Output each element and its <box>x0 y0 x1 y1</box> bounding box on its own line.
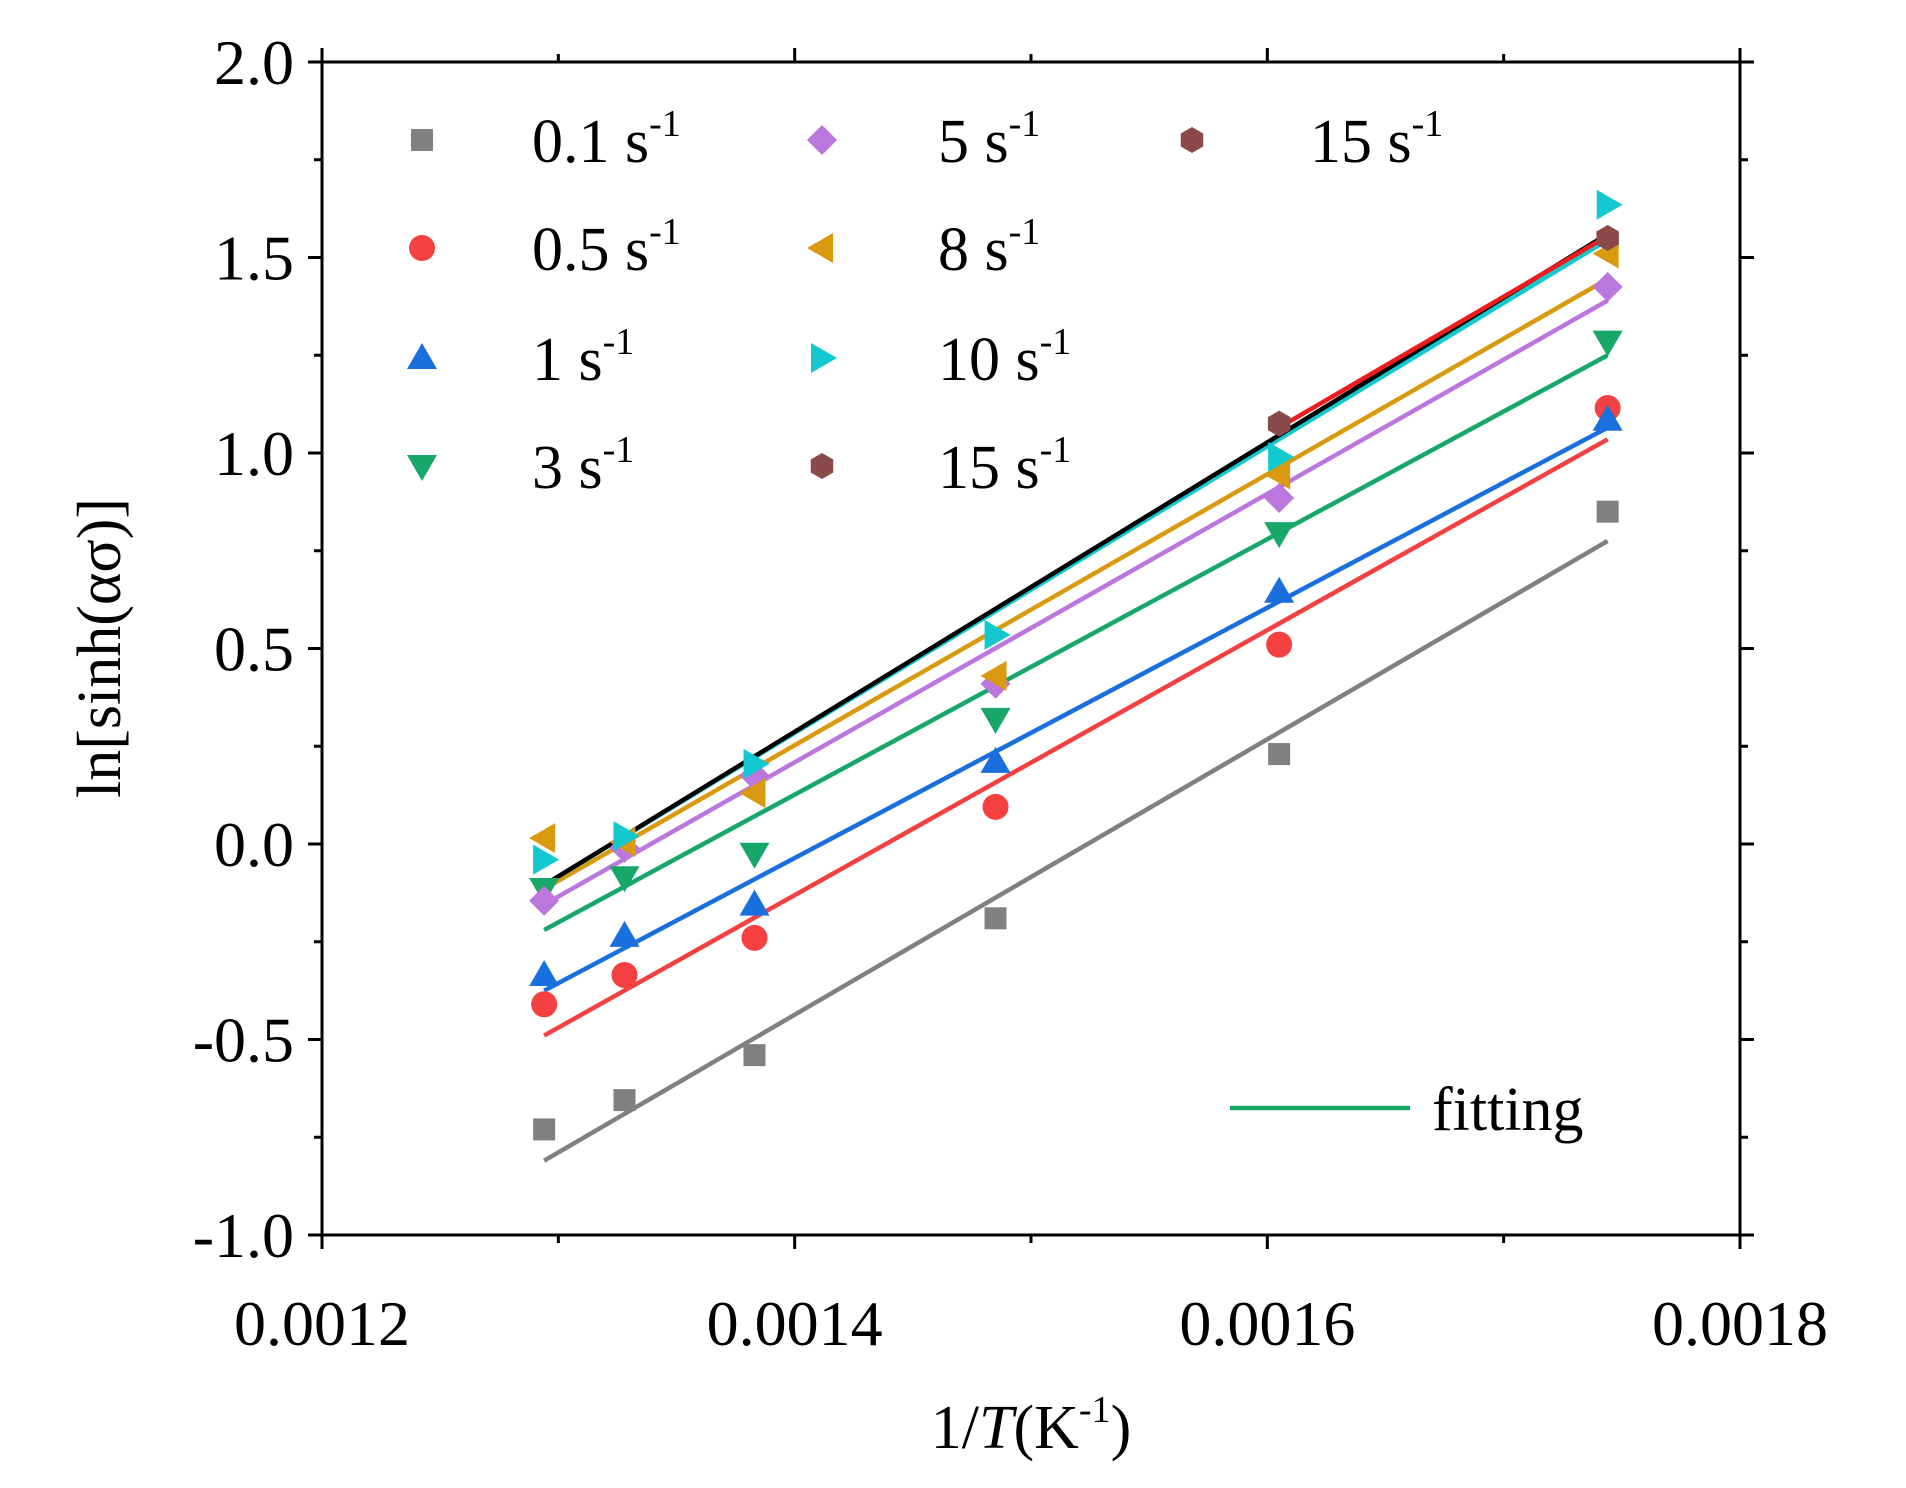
fit-line-1-s <box>543 425 1609 993</box>
data-point-0-5-s <box>1266 631 1293 658</box>
data-point-0-1-s <box>1268 743 1291 766</box>
data-point-8-s <box>529 823 556 854</box>
fit-line-extra-0 <box>542 232 1609 887</box>
data-point-1-s <box>529 959 560 986</box>
data-point-10-s <box>984 619 1011 650</box>
legend-marker-8-s <box>807 233 833 263</box>
fit-lines-layer <box>542 232 1609 1163</box>
legend-label-10-s: 10 s-1 <box>938 321 1071 394</box>
legend-label-superscript: -1 <box>649 211 681 253</box>
legend-marker-1-s <box>407 343 437 369</box>
legend-label-0-5-s: 0.5 s-1 <box>532 211 681 284</box>
data-markers-layer <box>529 189 1623 1141</box>
legend-label-superscript: -1 <box>1040 429 1072 471</box>
data-point-1-s <box>609 920 640 947</box>
legend-marker-5-s <box>807 125 837 155</box>
legend-label-superscript: -1 <box>1009 211 1041 253</box>
y-tick-label: -1.0 <box>193 1200 294 1271</box>
axis-ticks-layer: 0.0012 0.0014 0.0016 0.0018 -1.0 -0.5 0.0 0.5 1.… <box>193 27 1828 1359</box>
data-point-3-s <box>739 842 770 869</box>
legend-marker-0-1-s <box>411 129 433 151</box>
data-point-8-s <box>980 660 1007 691</box>
data-point-8-s <box>1264 459 1291 490</box>
x-tick-label: 0.0016 <box>1179 1288 1355 1359</box>
legend-label-superscript: -1 <box>1412 103 1444 145</box>
legend-label-5-s: 5 s-1 <box>938 103 1040 176</box>
data-point-1-s <box>1592 404 1623 431</box>
x-axis-title-superscript: -1 <box>1079 1389 1111 1431</box>
data-point-1-s <box>980 746 1011 773</box>
x-axis-title-variable: T <box>979 1394 1018 1462</box>
data-point-10-s <box>613 821 640 852</box>
legend-fitting-label: fitting <box>1432 1076 1584 1144</box>
legend-marker-15-s <box>810 453 834 479</box>
y-axis-title: ln[sinh(ασ)] <box>66 498 134 798</box>
x-tick-label: 0.0018 <box>1652 1288 1828 1359</box>
data-point-1-s <box>1264 576 1295 603</box>
data-point-0-5-s <box>982 793 1009 820</box>
data-point-3-s <box>980 707 1011 734</box>
legend-marker-3-s <box>407 455 437 481</box>
legend-marker-0-5-s <box>409 235 435 261</box>
data-point-1-s <box>739 889 770 916</box>
x-axis-title-prefix: 1/ <box>931 1394 980 1462</box>
data-point-0-1-s <box>533 1118 556 1141</box>
data-point-5-s <box>1264 482 1295 513</box>
data-point-10-s <box>743 748 770 779</box>
legend-label-8-s: 8 s-1 <box>938 211 1040 284</box>
data-point-3-s <box>1592 330 1623 357</box>
x-axis-title-unit: (K <box>1013 1394 1079 1462</box>
x-axis-title: 1/T(K-1) <box>931 1389 1131 1462</box>
data-point-8-s <box>739 778 766 809</box>
fit-line-0-5-s <box>543 437 1609 1038</box>
data-point-10-s <box>1268 441 1295 472</box>
y-tick-label: 0.0 <box>214 809 294 880</box>
fit-line-3-s <box>543 353 1609 932</box>
data-point-5-s <box>1592 271 1623 302</box>
fit-line-5-s <box>543 298 1609 907</box>
fit-line-8-s <box>543 277 1609 891</box>
y-tick-label: 1.5 <box>214 223 294 294</box>
data-point-0-1-s <box>1596 500 1619 523</box>
data-point-3-s <box>609 866 640 893</box>
data-point-0-1-s <box>743 1044 766 1067</box>
data-point-5-s <box>529 885 560 916</box>
legend-label-15-s: 15 s-1 <box>1310 103 1443 176</box>
legend-label-1-s: 1 s-1 <box>532 321 634 394</box>
data-point-0-5-s <box>741 924 768 951</box>
legend-marker-10-s <box>811 343 837 373</box>
data-point-0-5-s <box>531 991 558 1018</box>
data-point-10-s <box>533 844 560 875</box>
legend-label-0-1-s: 0.1 s-1 <box>532 103 681 176</box>
x-tick-label: 0.0012 <box>234 1288 410 1359</box>
y-tick-label: 0.5 <box>214 614 294 685</box>
legend-label-superscript: -1 <box>649 103 681 145</box>
legend-label-superscript: -1 <box>603 321 635 363</box>
fit-line-extra-1 <box>1278 234 1609 430</box>
data-point-10-s <box>1596 189 1623 220</box>
legend-marker-15-s <box>1180 127 1204 153</box>
y-tick-label: -0.5 <box>193 1005 294 1076</box>
x-tick-label: 0.0014 <box>707 1288 883 1359</box>
y-tick-label: 1.0 <box>214 418 294 489</box>
data-point-15-s <box>1267 410 1291 437</box>
data-point-0-1-s <box>613 1089 636 1112</box>
data-point-15-s <box>1596 224 1619 251</box>
legend-label-superscript: -1 <box>603 429 635 471</box>
data-point-0-5-s <box>611 961 638 988</box>
fit-line-0-1-s <box>543 539 1609 1163</box>
y-tick-label: 2.0 <box>214 27 294 98</box>
legend-label-15-s: 15 s-1 <box>938 429 1071 502</box>
x-axis-title-close: ) <box>1111 1394 1132 1462</box>
data-point-3-s <box>1264 522 1295 549</box>
legend: 0.1 s-1 0.5 s-1 1 s-1 3 s-1 5 s-1 8 s-1 10 s-1… <box>407 103 1584 1144</box>
legend-label-3-s: 3 s-1 <box>532 429 634 502</box>
legend-label-superscript: -1 <box>1009 103 1041 145</box>
data-point-0-1-s <box>984 907 1007 930</box>
legend-label-superscript: -1 <box>1040 321 1072 363</box>
